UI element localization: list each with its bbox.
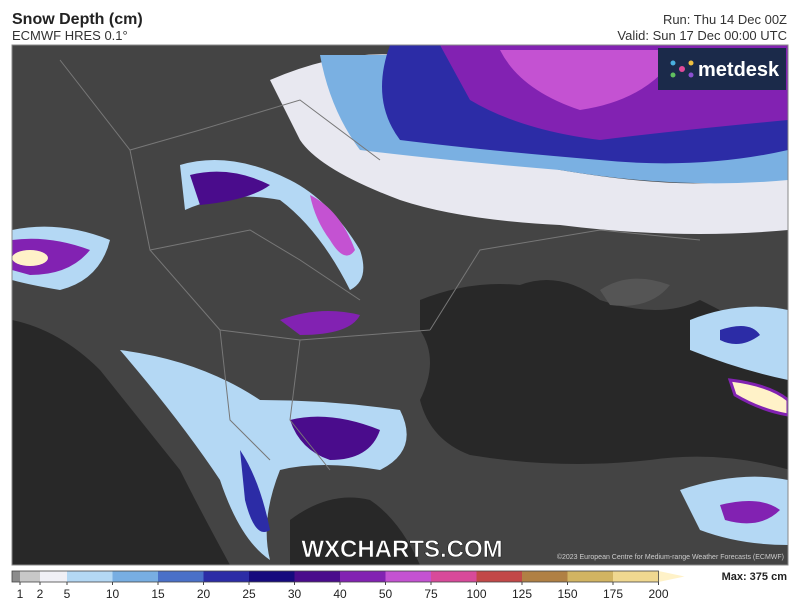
east-carpathians <box>310 195 355 256</box>
legend-label: 50 <box>379 587 393 601</box>
run-time: Run: Thu 14 Dec 00Z <box>663 12 787 27</box>
legend-label: 20 <box>197 587 211 601</box>
legend-swatch <box>476 571 522 582</box>
legend-label: 100 <box>466 587 486 601</box>
legend-swatch <box>340 571 386 582</box>
legend-swatch <box>385 571 431 582</box>
legend: 1 2 5 10 15 20 25 30 40 50 75 100 125 150 175 200 <box>11 570 685 601</box>
aegean-sea <box>290 497 420 565</box>
map: metdesk WXCHARTS.COM ©2023 European Cent… <box>11 44 789 566</box>
adriatic-sea <box>12 320 230 565</box>
legend-label: 25 <box>242 587 256 601</box>
alps-peak <box>12 250 48 266</box>
balkans-snow <box>120 350 407 560</box>
legend-swatch <box>20 571 40 582</box>
legend-swatch <box>522 571 568 582</box>
turkey-deep <box>720 501 780 524</box>
legend-label: 1 <box>17 587 24 601</box>
legend-label: 30 <box>288 587 302 601</box>
legend-label: 5 <box>64 587 71 601</box>
legend-swatch <box>12 571 20 582</box>
watermark: WXCHARTS.COM <box>301 536 502 563</box>
brand: metdesk <box>698 59 780 81</box>
legend-max: Max: 375 cm <box>722 571 788 583</box>
legend-label: 10 <box>106 587 120 601</box>
legend-swatch <box>249 571 295 582</box>
legend-swatch <box>658 571 685 582</box>
subtitle: ECMWF HRES 0.1° <box>12 28 128 43</box>
snow-magenta <box>500 50 680 110</box>
legend-frame <box>11 570 659 583</box>
valid-time: Valid: Sun 17 Dec 00:00 UTC <box>617 28 787 43</box>
legend-swatch <box>613 571 659 582</box>
borders <box>59 59 701 471</box>
map-frame <box>11 44 789 566</box>
legend-label: 2 <box>37 587 44 601</box>
legend-swatch <box>431 571 477 582</box>
legend-label: 150 <box>557 587 577 601</box>
legend-swatch <box>203 571 249 582</box>
legend-label: 15 <box>151 587 165 601</box>
south-carpathians <box>280 311 360 335</box>
balkans-deep <box>290 416 380 460</box>
copyright: ©2023 European Centre for Medium-range W… <box>557 553 784 561</box>
legend-label: 75 <box>424 587 438 601</box>
title: Snow Depth (cm) <box>12 11 143 28</box>
legend-label: 200 <box>648 587 668 601</box>
legend-label: 125 <box>512 587 532 601</box>
pindus <box>240 450 270 532</box>
brand-logo <box>670 60 694 78</box>
legend-label: 175 <box>603 587 623 601</box>
legend-swatch <box>40 571 67 582</box>
caucasus-peak <box>727 378 788 417</box>
caucasus-deep <box>720 326 760 344</box>
legend-swatch <box>67 571 113 582</box>
legend-swatch <box>112 571 158 582</box>
crimea <box>600 278 670 306</box>
legend-swatch <box>294 571 340 582</box>
legend-swatch <box>158 571 204 582</box>
legend-label: 40 <box>333 587 347 601</box>
tatras <box>190 171 270 205</box>
legend-swatch <box>567 571 613 582</box>
